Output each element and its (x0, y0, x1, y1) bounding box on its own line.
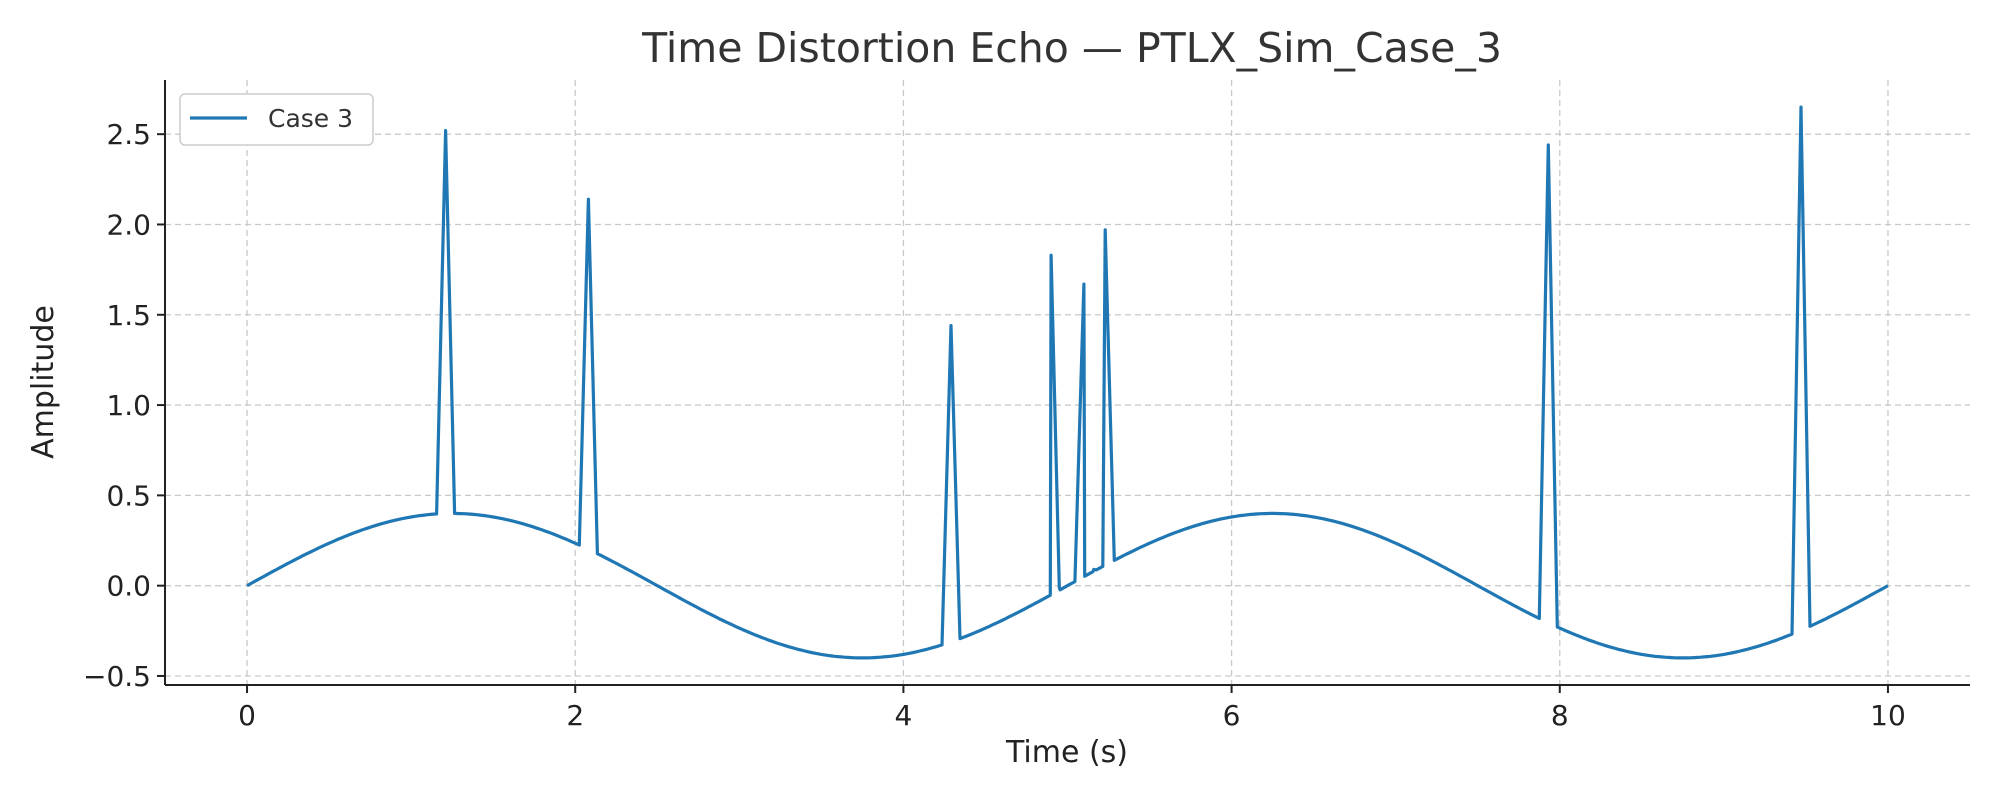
legend-box (179, 93, 374, 146)
series-line-case-3 (246, 105, 1889, 660)
x-tick-label: 8 (1551, 699, 1569, 732)
x-tick-label: 2 (566, 699, 584, 732)
legend-label: Case 3 (268, 104, 353, 133)
x-tick-label: 6 (1223, 699, 1241, 732)
y-axis-label: Amplitude (26, 305, 61, 459)
x-ticks: 0 2 4 6 8 10 (238, 685, 1906, 732)
y-tick-label: 1.5 (106, 299, 151, 332)
x-tick-label: 0 (238, 699, 256, 732)
y-tick-label: 2.0 (106, 208, 151, 241)
y-tick-label: −0.5 (83, 660, 151, 693)
x-axis-label: Time (s) (1005, 735, 1128, 770)
y-tick-label: 0.0 (106, 570, 151, 603)
chart-title: Time Distortion Echo — PTLX_Sim_Case_3 (641, 24, 1502, 72)
x-tick-label: 4 (894, 699, 912, 732)
y-tick-label: 0.5 (106, 479, 151, 512)
x-gridlines (246, 80, 1889, 685)
y-tick-label: 2.5 (106, 118, 151, 151)
y-ticks: −0.5 0.0 0.5 1.0 1.5 2.0 2.5 (83, 118, 165, 693)
y-tick-label: 1.0 (106, 389, 151, 422)
x-tick-label: 10 (1870, 699, 1906, 732)
legend: Case 3 (179, 93, 374, 146)
y-gridlines (165, 133, 1970, 677)
